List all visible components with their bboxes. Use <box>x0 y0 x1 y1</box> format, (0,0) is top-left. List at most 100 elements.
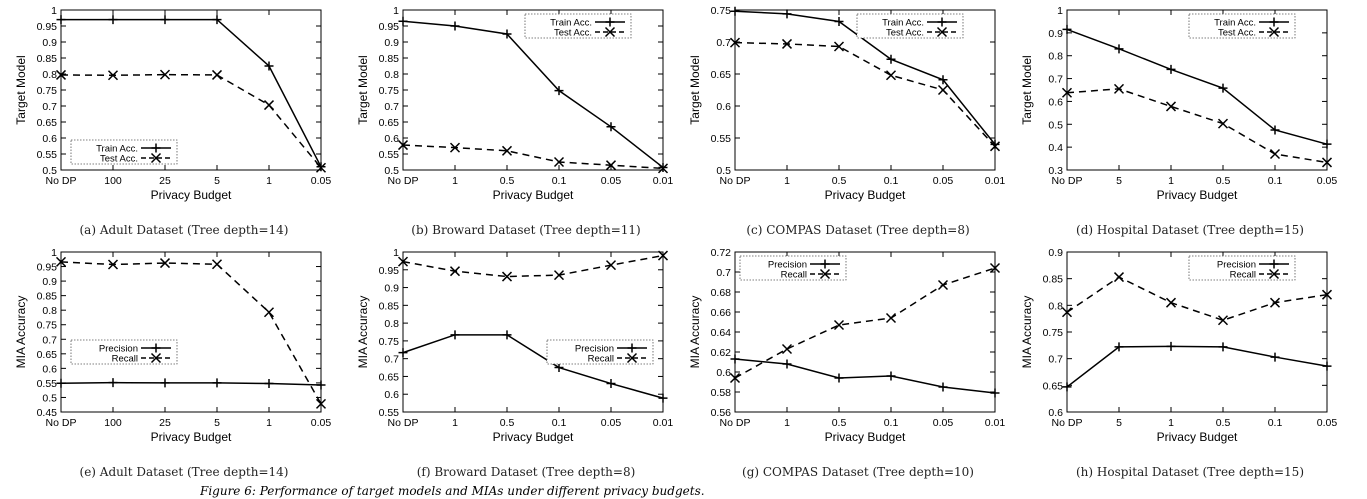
series-dashed <box>55 256 327 409</box>
y-tick-label: 1 <box>51 5 57 17</box>
figure-caption: Figure 6: Performance of target models a… <box>200 484 705 498</box>
x-tick-label: 0.01 <box>653 417 674 429</box>
data-point <box>833 41 845 52</box>
series-solid <box>730 354 1000 398</box>
series-solid <box>56 378 326 390</box>
plot-frame <box>734 9 996 171</box>
series-dashed <box>1061 272 1333 326</box>
data-point <box>1114 44 1124 54</box>
y-tick-label: 0.64 <box>711 327 732 339</box>
legend-marker <box>1268 26 1280 38</box>
data-point <box>834 17 844 27</box>
x-tick-label: 25 <box>159 417 171 429</box>
y-axis-label: Target Model <box>1020 55 1034 124</box>
y-tick-label: 0.8 <box>1048 51 1063 63</box>
data-point <box>781 343 793 355</box>
x-tick-label: 25 <box>159 175 171 187</box>
legend-label: Precision <box>768 260 807 271</box>
series-dashed <box>729 37 1001 152</box>
series-line <box>1066 345 1328 388</box>
legend-box <box>739 255 847 281</box>
data-point <box>315 162 327 173</box>
data-point <box>1321 157 1333 168</box>
x-tick-label: 1 <box>1168 417 1174 429</box>
data-point <box>449 142 461 153</box>
y-tick-label: 0.75 <box>379 85 400 97</box>
data-point <box>1270 125 1280 135</box>
data-point <box>938 75 948 85</box>
data-point <box>1113 83 1125 94</box>
legend-marker <box>151 343 161 353</box>
y-tick-label: 0.56 <box>711 407 732 419</box>
y-tick-label: 0.55 <box>379 407 400 419</box>
series-line <box>734 10 996 145</box>
data-point <box>107 70 119 81</box>
data-point <box>605 260 617 271</box>
x-tick-label: 0.1 <box>552 417 567 429</box>
data-point <box>606 122 616 132</box>
data-point <box>1322 361 1332 371</box>
data-point <box>990 139 1000 149</box>
legend-label: Test Acc. <box>886 28 924 39</box>
legend-marker <box>150 152 162 164</box>
data-point <box>730 6 740 16</box>
data-point <box>450 330 460 340</box>
series-line <box>402 254 664 278</box>
series-line <box>734 358 996 394</box>
y-tick-label: 0.9 <box>42 37 57 49</box>
y-tick-label: 1 <box>393 247 399 259</box>
legend: Train Acc.Test Acc. <box>1188 13 1296 39</box>
x-tick-label: No DP <box>388 417 419 429</box>
legend-marker <box>604 26 616 38</box>
x-tick-label: 5 <box>214 417 220 429</box>
x-tick-label: 1 <box>266 175 272 187</box>
data-point <box>397 140 409 151</box>
legend-marker <box>819 268 831 280</box>
data-point <box>502 29 512 39</box>
subplot-caption-h: (h) Hospital Dataset (Tree depth=15) <box>1075 465 1304 479</box>
x-tick-label: 5 <box>214 175 220 187</box>
y-tick-label: 0.85 <box>379 300 400 312</box>
y-tick-label: 1 <box>1057 5 1063 17</box>
legend-marker <box>820 259 830 269</box>
plot-frame <box>402 251 664 413</box>
subplot-caption-b: (b) Broward Dataset (Tree depth=11) <box>411 223 641 237</box>
legend-label: Train Acc. <box>1214 18 1256 29</box>
x-tick-label: 0.01 <box>985 175 1006 187</box>
series-solid <box>1062 341 1332 392</box>
y-tick-label: 0.6 <box>716 101 731 113</box>
data-point <box>657 250 669 261</box>
x-tick-label: 1 <box>784 417 790 429</box>
y-tick-label: 0.58 <box>711 387 732 399</box>
data-point <box>56 15 66 25</box>
x-tick-label: No DP <box>720 175 751 187</box>
y-axis-label: MIA Accuracy <box>1020 296 1034 369</box>
data-point <box>1217 315 1229 326</box>
legend-marker <box>626 352 638 364</box>
series-line <box>60 261 322 405</box>
legend-label: Test Acc. <box>100 154 138 165</box>
series-solid <box>398 330 668 403</box>
data-point <box>989 262 1001 274</box>
data-point <box>108 15 118 25</box>
subplot-caption-g: (g) COMPAS Dataset (Tree depth=10) <box>742 465 974 479</box>
x-tick-label: 0.05 <box>601 417 622 429</box>
y-tick-label: 0.85 <box>379 53 400 65</box>
legend-label: Test Acc. <box>554 28 592 39</box>
legend-label: Recall <box>1230 270 1256 281</box>
x-tick-label: 1 <box>452 175 458 187</box>
y-tick-label: 0.7 <box>42 334 57 346</box>
data-point <box>1165 297 1177 308</box>
series-dashed <box>1061 83 1333 168</box>
y-tick-label: 0.55 <box>711 133 732 145</box>
y-tick-label: 0.55 <box>37 378 58 390</box>
x-tick-label: 5 <box>1116 175 1122 187</box>
data-point <box>1166 341 1176 351</box>
y-tick-label: 0.85 <box>37 291 58 303</box>
y-tick-label: 0.65 <box>379 371 400 383</box>
x-tick-label: 0.1 <box>1268 417 1283 429</box>
data-point <box>1061 87 1073 98</box>
